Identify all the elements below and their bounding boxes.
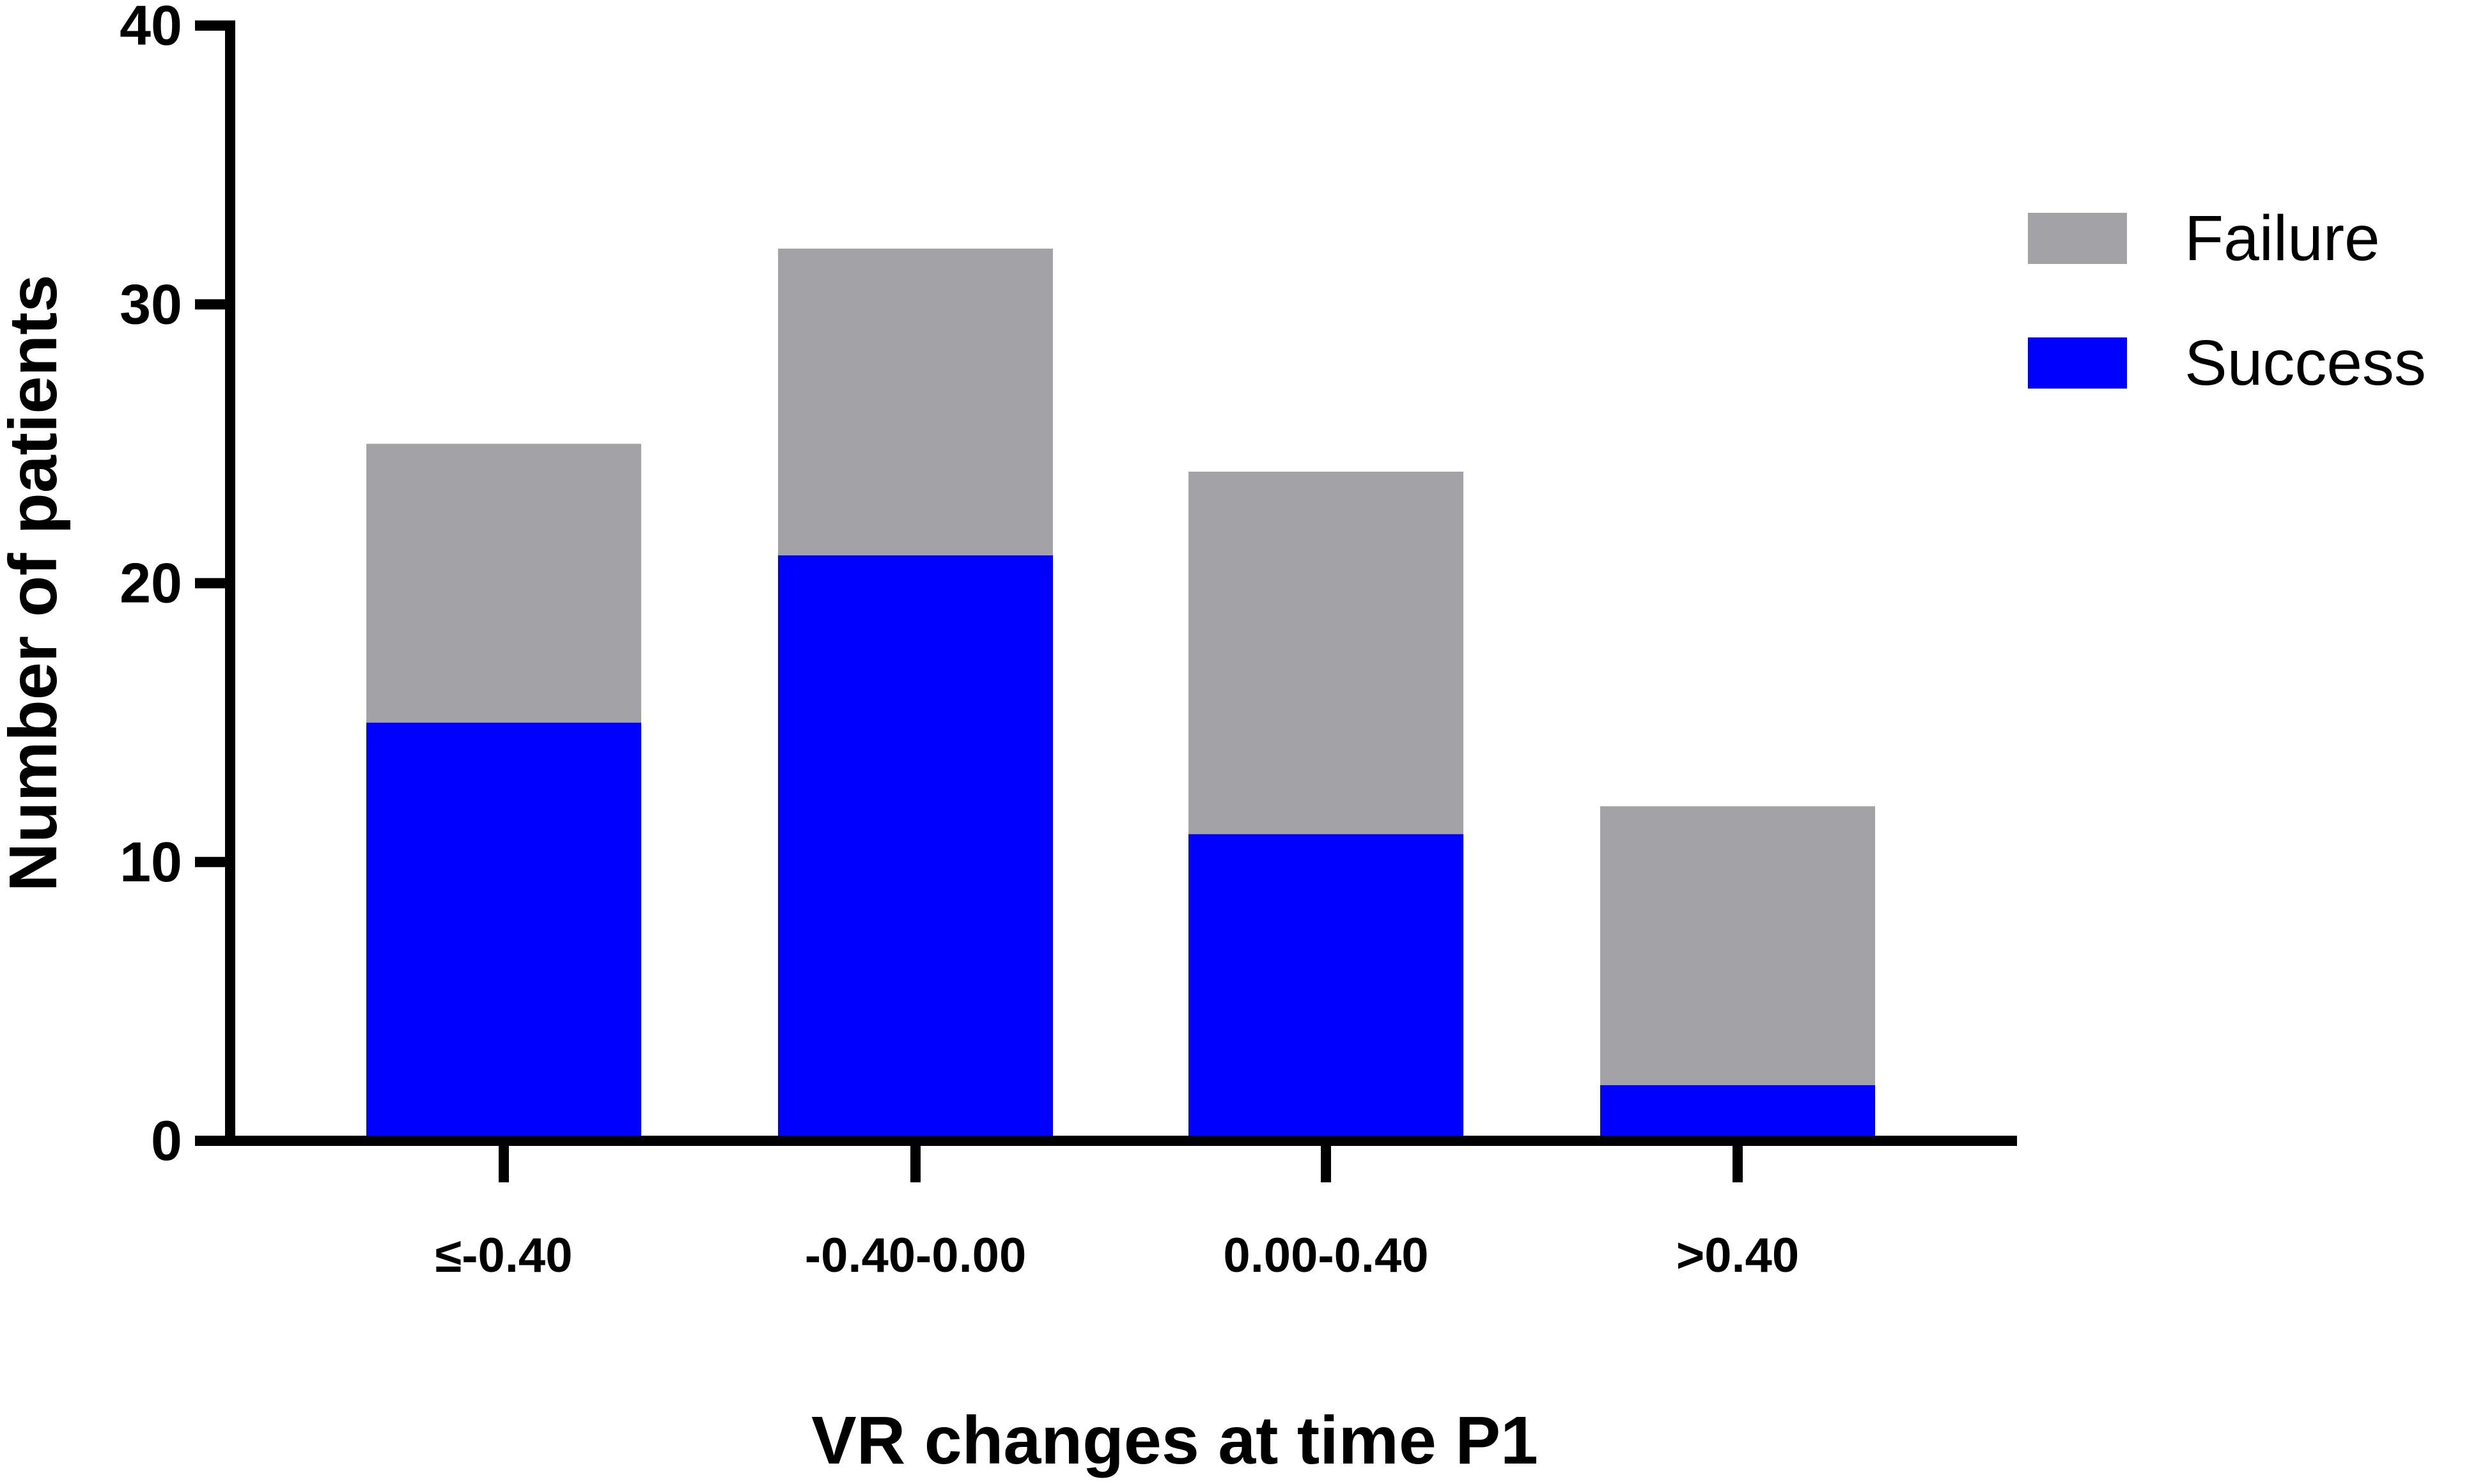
x-tick-label: -0.40-0.00: [805, 1228, 1026, 1283]
bar-segment-failure: [1188, 472, 1463, 835]
x-tick-label: ≤-0.40: [435, 1228, 573, 1283]
legend: Failure Success: [2028, 203, 2426, 399]
y-tick-label: 0: [151, 1109, 182, 1172]
bar-segment-success: [1188, 834, 1463, 1141]
bar-segment-failure: [1600, 806, 1875, 1085]
y-axis-title: Number of patients: [0, 275, 71, 892]
x-tick-label: >0.40: [1676, 1228, 1799, 1283]
y-tick-label: 20: [120, 552, 182, 615]
bar-segment-failure: [778, 249, 1053, 555]
bar-segment-success: [778, 555, 1053, 1141]
y-ticks: 0 10 20 30 40: [120, 0, 230, 1172]
x-tick-label: 0.00-0.40: [1223, 1228, 1428, 1283]
legend-label-failure: Failure: [2185, 203, 2380, 274]
bar-segment-success: [366, 722, 641, 1141]
bar-segment-failure: [366, 444, 641, 723]
bars: [366, 249, 1875, 1141]
y-tick-label: 10: [120, 830, 182, 893]
x-axis-title: VR changes at time P1: [811, 1403, 1538, 1478]
x-ticks: ≤-0.40 -0.40-0.00 0.00-0.40 >0.40: [435, 1141, 1799, 1283]
legend-swatch-success: [2028, 337, 2127, 389]
y-tick-label: 30: [120, 272, 182, 336]
bar-segment-success: [1600, 1085, 1875, 1141]
legend-swatch-failure: [2028, 213, 2127, 264]
legend-label-success: Success: [2185, 327, 2426, 399]
y-tick-label: 40: [120, 0, 182, 57]
